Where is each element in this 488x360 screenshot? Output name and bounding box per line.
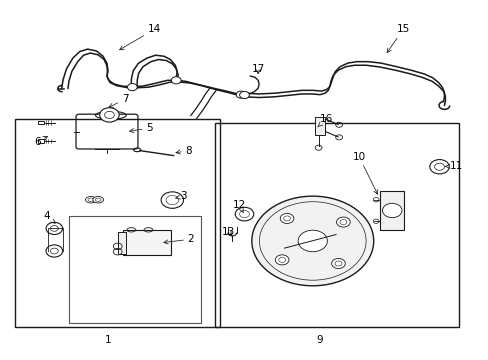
Circle shape: [46, 222, 62, 234]
Circle shape: [251, 196, 373, 286]
Bar: [38, 139, 43, 143]
Text: 17: 17: [251, 64, 264, 74]
Circle shape: [382, 203, 401, 218]
Text: 6: 6: [34, 136, 47, 147]
Circle shape: [235, 207, 253, 221]
Text: 9: 9: [316, 334, 323, 345]
Text: 5: 5: [129, 123, 152, 133]
Text: 4: 4: [43, 211, 55, 223]
Text: 14: 14: [120, 24, 161, 50]
Circle shape: [127, 84, 137, 91]
Bar: [215, 123, 458, 327]
Bar: [118, 232, 125, 253]
Bar: [15, 119, 220, 327]
Circle shape: [275, 255, 288, 265]
Text: 1: 1: [104, 334, 111, 345]
Text: 10: 10: [352, 152, 377, 194]
Text: 12: 12: [232, 200, 246, 213]
Circle shape: [429, 159, 448, 174]
Text: 15: 15: [386, 24, 409, 53]
Bar: [379, 191, 404, 230]
Text: 13: 13: [222, 227, 235, 237]
Circle shape: [239, 91, 249, 99]
Bar: [122, 230, 171, 255]
Circle shape: [100, 108, 119, 122]
Text: 16: 16: [317, 114, 332, 127]
Circle shape: [280, 213, 293, 224]
Circle shape: [236, 91, 245, 98]
Text: 11: 11: [445, 161, 462, 171]
Circle shape: [46, 245, 62, 257]
Bar: [314, 117, 325, 135]
Ellipse shape: [85, 197, 96, 203]
Text: 7: 7: [109, 94, 128, 107]
Circle shape: [161, 192, 183, 208]
Circle shape: [331, 258, 345, 269]
Text: 3: 3: [176, 191, 186, 201]
Ellipse shape: [93, 197, 103, 203]
Bar: [69, 216, 200, 323]
Circle shape: [336, 217, 349, 227]
Text: 8: 8: [176, 145, 191, 156]
Circle shape: [171, 77, 181, 84]
Text: 2: 2: [163, 234, 194, 244]
Bar: [38, 121, 43, 125]
Circle shape: [298, 230, 327, 252]
